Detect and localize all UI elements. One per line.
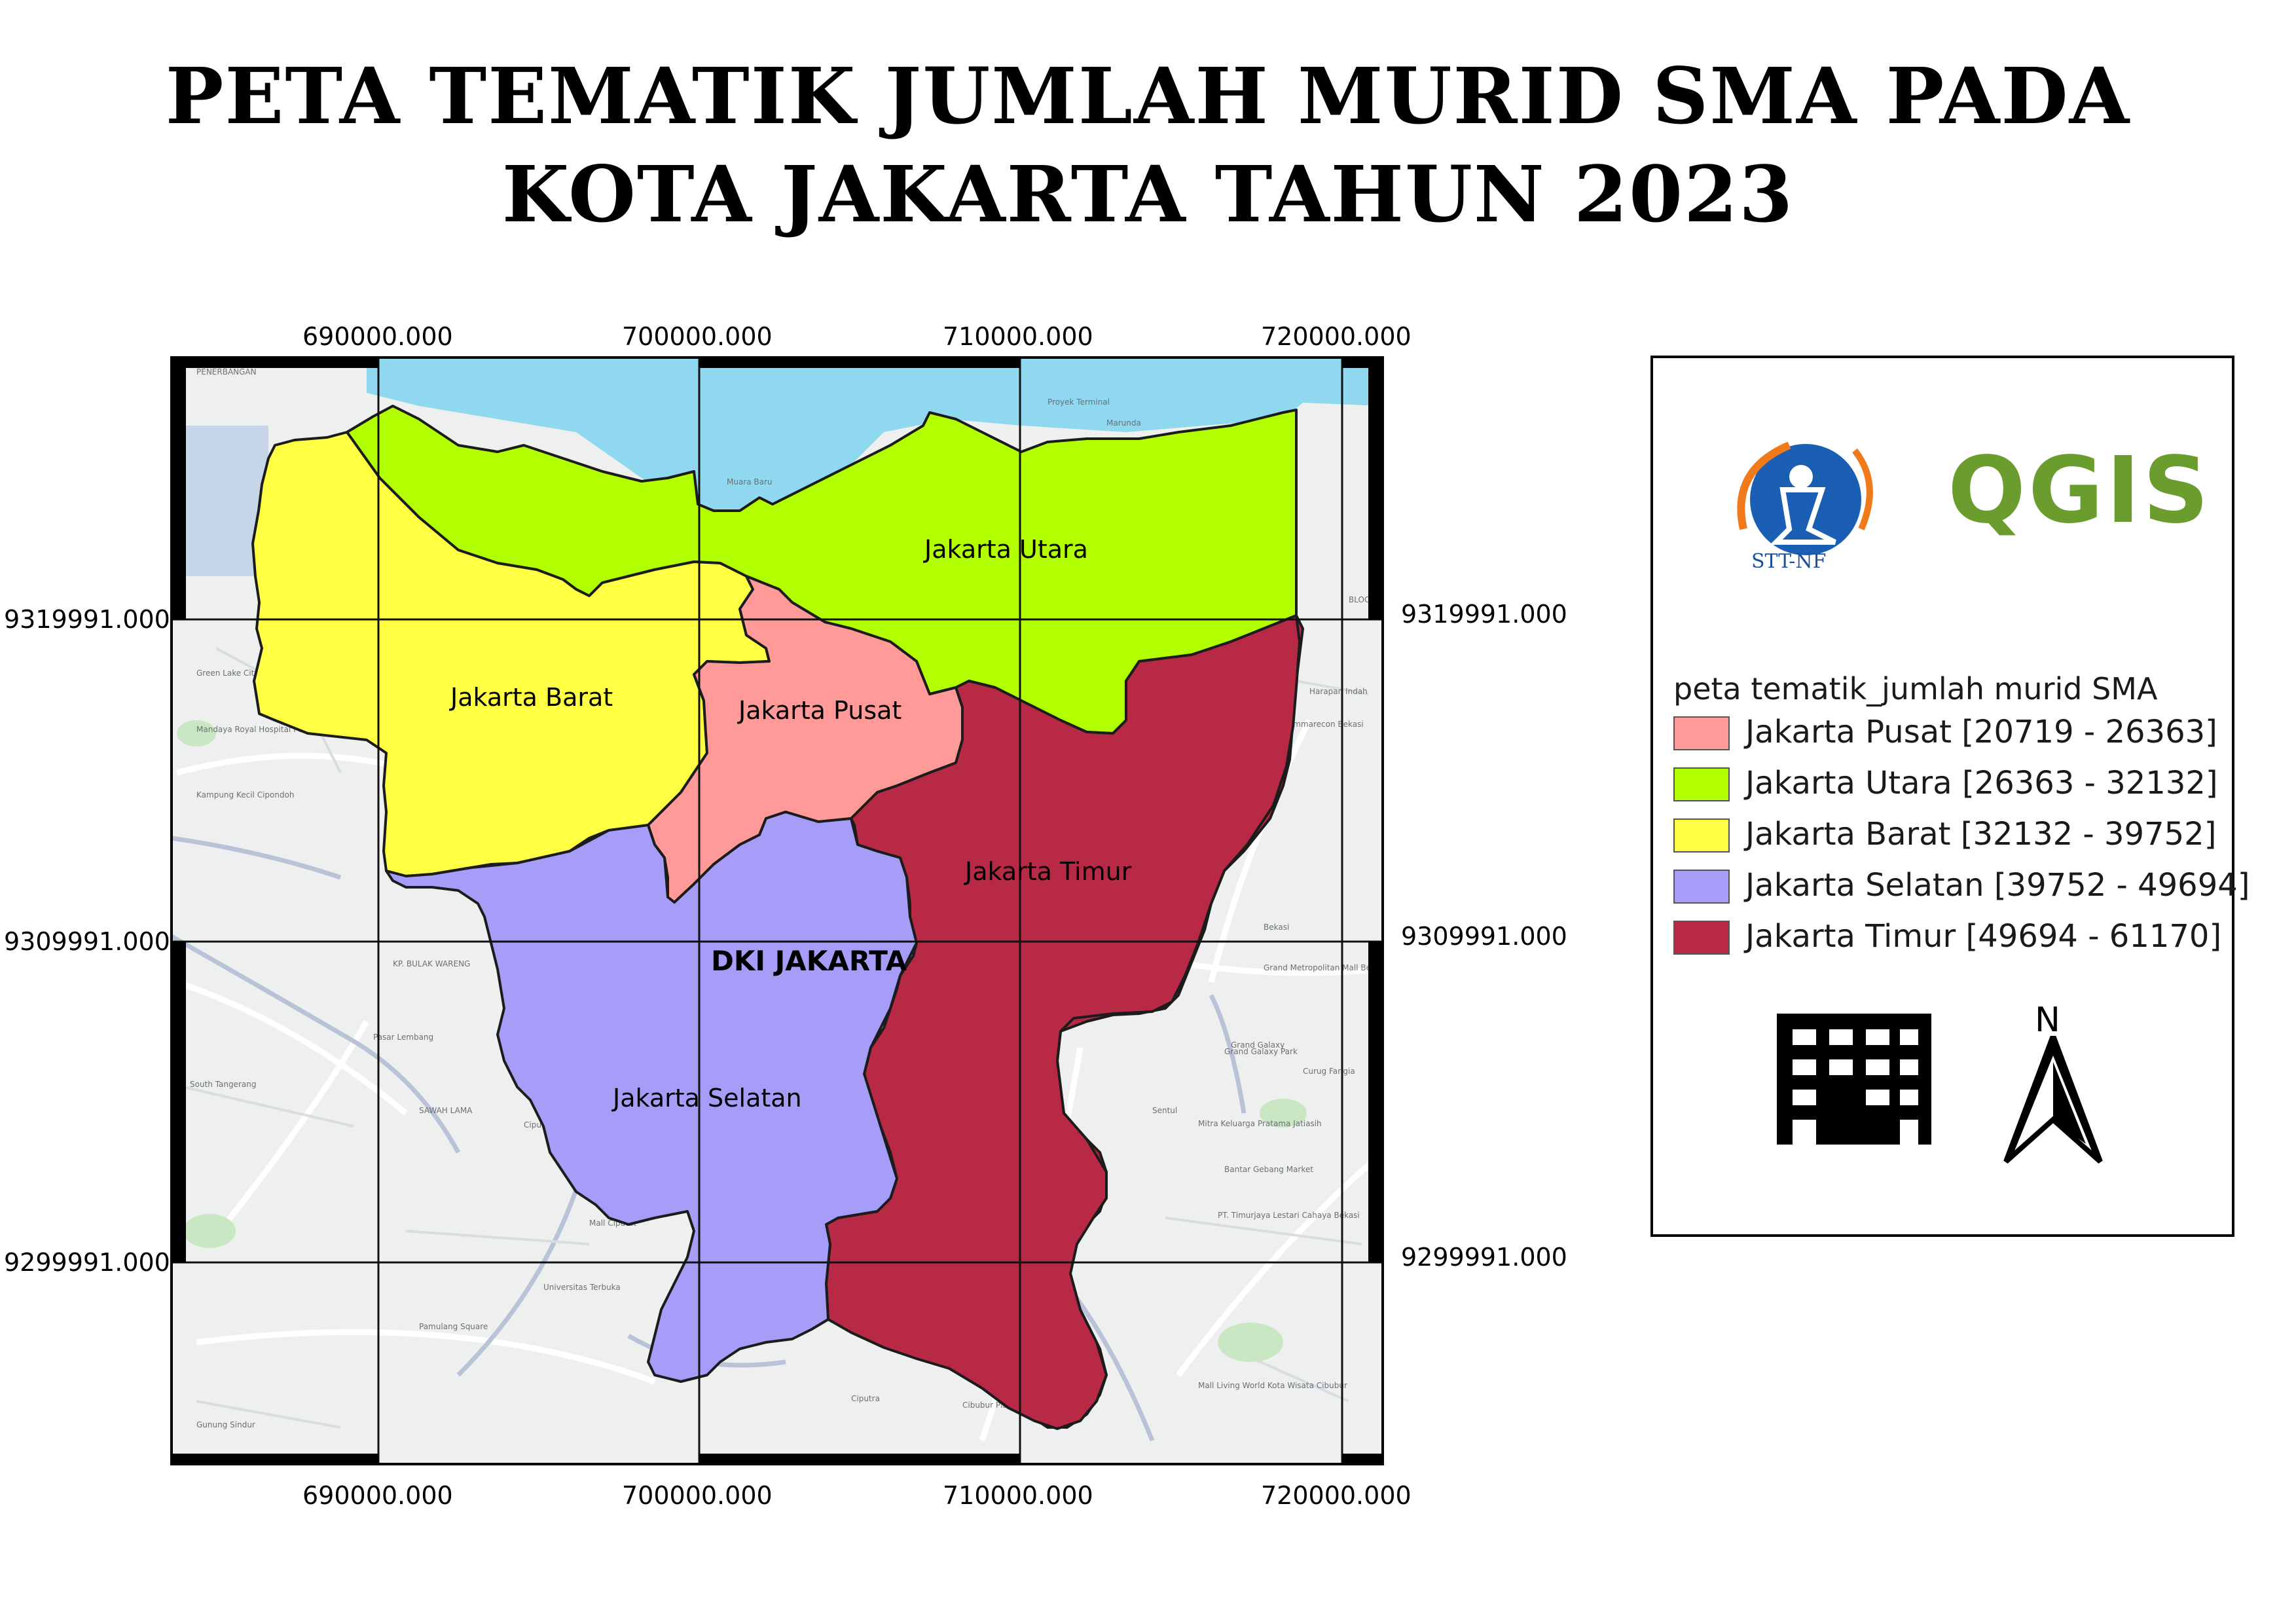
basemap-label: Harapan Indah <box>1309 687 1368 696</box>
x-label-top-1: 690000.000 <box>302 322 453 351</box>
label-jakarta-pusat: Jakarta Pusat <box>737 696 902 725</box>
basemap-label: KP. BULAK WARENG <box>393 959 470 968</box>
basemap-label: PENERBANGAN <box>196 367 257 376</box>
basemap-label: Pasar Lembang <box>373 1033 433 1042</box>
basemap-label: Mall Living World Kota Wisata Cibubur <box>1198 1381 1347 1390</box>
label-jakarta-utara: Jakarta Utara <box>923 535 1088 564</box>
region-labels: Jakarta Utara Jakarta Barat Jakarta Pusa… <box>449 535 1132 1112</box>
basemap-label: Grand Galaxy <box>1231 1040 1285 1050</box>
legend-title: peta tematik_jumlah murid SMA <box>1673 671 2158 707</box>
x-label-bottom-1: 690000.000 <box>302 1481 453 1510</box>
basemap-label: Mandaya Royal Hospital Puri <box>196 725 308 734</box>
basemap-label: Grand Metropolitan Mall Bekasi <box>1264 963 1387 972</box>
legend-swatch <box>1673 818 1730 853</box>
label-dki-jakarta: DKI JAKARTA <box>711 945 907 977</box>
label-jakarta-timur: Jakarta Timur <box>964 857 1132 886</box>
x-label-bottom-2: 700000.000 <box>622 1481 773 1510</box>
basemap-label: Marunda <box>1106 418 1141 428</box>
y-label-right-1: 9319991.000 <box>1401 600 1567 629</box>
map-title-line-1: PETA TEMATIK JUMLAH MURID SMA PADA <box>165 50 2131 141</box>
basemap-labels: PENERBANGAN Muara Baru Proyek Terminal Maru… <box>190 367 1387 1429</box>
x-label-top-3: 710000.000 <box>943 322 1093 351</box>
basemap-label: Gunung Sindur <box>196 1420 255 1429</box>
basemap-label: Curug Farigia <box>1303 1067 1355 1076</box>
basemap-label: Summarecon Bekasi <box>1283 720 1364 729</box>
legend-panel <box>1650 356 2234 1237</box>
basemap-label: Universitas Terbuka <box>543 1283 621 1292</box>
x-label-bottom-3: 710000.000 <box>943 1481 1093 1510</box>
legend-label: Jakarta Timur [49694 - 61170] <box>1745 918 2222 955</box>
grid-lines <box>172 358 1383 1464</box>
y-label-left-3: 9299991.000 <box>4 1248 170 1277</box>
map-border <box>170 356 1384 1465</box>
basemap-label: Green Lake City <box>196 669 259 678</box>
basemap-label: SAWAH LAMA <box>419 1106 473 1115</box>
basemap-label: PT. Timurjaya Lestari Cahaya Bekasi <box>1218 1211 1360 1220</box>
label-jakarta-selatan: Jakarta Selatan <box>611 1084 802 1112</box>
y-label-left-1: 9319991.000 <box>4 605 170 634</box>
basemap-label: Bekasi <box>1264 923 1289 932</box>
basemap-label: Pamulang Square <box>419 1322 488 1331</box>
north-label: N <box>2035 1001 2060 1040</box>
stt-nf-logo <box>1737 441 1873 555</box>
legend-swatch <box>1673 767 1730 801</box>
basemap-label: Mitra Keluarga Pratama Jatiasih <box>1198 1119 1322 1128</box>
legend-label: Jakarta Pusat [20719 - 26363] <box>1745 714 2217 750</box>
legend-swatch <box>1673 716 1730 750</box>
qgis-logo: QGIS <box>1948 437 2212 544</box>
y-label-left-2: 9309991.000 <box>4 927 170 956</box>
basemap-label: Ciputra <box>851 1394 880 1403</box>
legend-label: Jakarta Selatan [39752 - 49694] <box>1745 867 2250 904</box>
region-jakarta-selatan[interactable] <box>385 811 918 1383</box>
map-title-line-2: KOTA JAKARTA TAHUN 2023 <box>501 149 1795 240</box>
basemap-label: Grand Galaxy Park <box>1224 1047 1298 1056</box>
region-polygons <box>251 405 1304 1430</box>
x-label-bottom-4: 720000.000 <box>1261 1481 1412 1510</box>
building-icon <box>1777 1014 1931 1145</box>
basemap-label: Kampung Kecil Cipondoh <box>196 790 295 799</box>
basemap-label: Sentul <box>1152 1106 1177 1115</box>
legend-swatch <box>1673 921 1730 955</box>
north-arrow-icon <box>2003 1036 2103 1164</box>
x-label-top-2: 700000.000 <box>622 322 773 351</box>
stt-nf-logo-text: STT-NF <box>1751 550 1827 573</box>
y-label-right-3: 9299991.000 <box>1401 1243 1567 1272</box>
basemap-label: Proyek Terminal <box>1048 397 1110 407</box>
basemap-label: South Tangerang <box>190 1080 257 1089</box>
label-jakarta-barat: Jakarta Barat <box>449 683 613 712</box>
x-label-top-4: 720000.000 <box>1261 322 1412 351</box>
y-label-right-2: 9309991.000 <box>1401 922 1567 951</box>
basemap-label: Bantar Gebang Market <box>1224 1165 1313 1174</box>
legend-swatch <box>1673 870 1730 904</box>
legend-label: Jakarta Utara [26363 - 32132] <box>1745 765 2218 801</box>
legend-label: Jakarta Barat [32132 - 39752] <box>1745 816 2217 853</box>
basemap-label: Muara Baru <box>727 477 773 487</box>
